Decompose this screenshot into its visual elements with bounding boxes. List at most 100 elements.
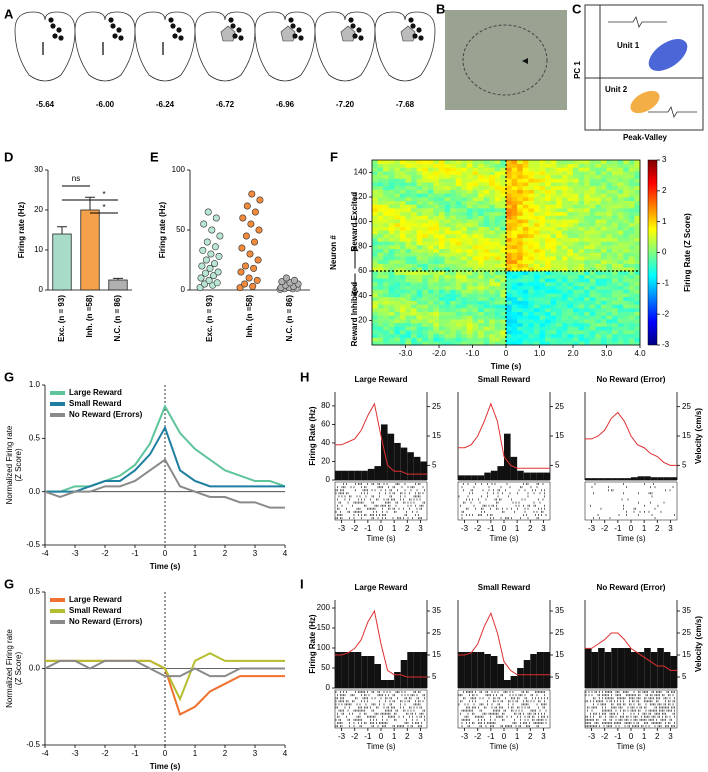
heatmap-cell	[517, 285, 524, 290]
x-tick-label: -3	[588, 524, 596, 533]
heatmap-cell	[628, 311, 635, 316]
heatmap-cell	[439, 308, 445, 312]
heatmap-cell	[550, 252, 557, 257]
heatmap-cell	[399, 189, 406, 194]
heatmap-cell	[623, 252, 630, 257]
x-tick-label: 2	[223, 749, 228, 758]
heatmap-cell	[517, 167, 524, 172]
heatmap-cell	[394, 289, 401, 294]
heatmap-cell	[455, 333, 462, 338]
heatmap-cell	[511, 282, 518, 287]
heatmap-cell	[517, 197, 524, 201]
heatmap-cell	[533, 319, 540, 324]
psth-bar	[523, 660, 531, 688]
heatmap-cell	[500, 219, 507, 224]
recording-site	[116, 27, 122, 33]
heatmap-cell	[466, 333, 473, 338]
heatmap-cell	[545, 293, 551, 298]
heatmap-cell	[545, 300, 551, 305]
heatmap-cell	[388, 197, 395, 201]
heatmap-cell	[377, 174, 384, 179]
heatmap-cell	[372, 304, 378, 309]
heatmap-cell	[455, 341, 462, 346]
heatmap-cell	[617, 259, 624, 264]
heatmap-cell	[567, 271, 574, 275]
heatmap-cell	[600, 234, 607, 238]
heatmap-cell	[433, 245, 440, 250]
heatmap-cell	[589, 252, 596, 257]
heatmap-cell	[517, 226, 524, 231]
heatmap-cell	[427, 189, 434, 194]
panel-label: G	[4, 369, 14, 384]
heatmap-cell	[472, 226, 479, 231]
heatmap-cell	[444, 215, 451, 220]
heatmap-cell	[612, 167, 618, 172]
heatmap-cell	[444, 182, 451, 187]
heatmap-cell	[427, 326, 434, 331]
heatmap-cell	[578, 189, 585, 194]
heatmap-cell	[550, 282, 557, 287]
heatmap-cell	[450, 237, 457, 242]
heatmap-cell	[483, 211, 490, 216]
heatmap-cell	[388, 167, 395, 172]
heatmap-cell	[422, 308, 429, 312]
heatmap-cell	[522, 278, 529, 283]
y-tick-label: -0.5	[26, 740, 40, 749]
x-tick-label: -1.0	[466, 349, 480, 358]
heatmap-cell	[511, 241, 518, 246]
heatmap-cell	[444, 200, 451, 205]
heatmap-cell	[450, 185, 457, 190]
heatmap-cell	[494, 204, 501, 209]
point	[290, 276, 298, 284]
heatmap-cell	[623, 326, 630, 331]
heatmap-cell	[416, 208, 423, 213]
heatmap-cell	[595, 293, 602, 298]
heatmap-cell	[494, 271, 501, 275]
heatmap-cell	[612, 215, 618, 220]
heatmap-cell	[617, 274, 624, 279]
heatmap-cell	[388, 222, 395, 227]
heatmap-cell	[617, 204, 624, 209]
heatmap-cell	[383, 319, 390, 324]
heatmap-cell	[433, 285, 440, 290]
heatmap-cell	[623, 193, 630, 198]
heatmap-cell	[522, 185, 529, 190]
heatmap-cell	[405, 245, 412, 250]
heatmap-cell	[383, 204, 390, 209]
psth-bar	[484, 472, 491, 480]
heatmap-cell	[439, 208, 445, 213]
heatmap-cell	[584, 333, 591, 338]
psth-bar	[530, 472, 537, 480]
heatmap-cell	[617, 230, 624, 235]
heatmap-cell	[617, 200, 624, 205]
heatmap-cell	[600, 337, 607, 342]
heatmap-cell	[511, 311, 518, 316]
heatmap-cell	[634, 263, 641, 268]
heatmap-cell	[394, 293, 401, 298]
heatmap-cell	[405, 337, 412, 342]
heatmap-cell	[394, 271, 401, 275]
heatmap-cell	[533, 204, 540, 209]
heatmap-cell	[511, 245, 518, 250]
heatmap-cell	[466, 226, 473, 231]
heatmap-cell	[416, 282, 423, 287]
heatmap-cell	[394, 178, 401, 183]
heatmap-cell	[466, 341, 473, 346]
heatmap-cell	[589, 219, 596, 224]
heatmap-cell	[478, 174, 484, 179]
heatmap-cell	[405, 271, 412, 275]
heatmap-cell	[567, 237, 574, 242]
heatmap-cell	[489, 267, 496, 272]
heatmap-cell	[528, 208, 535, 213]
y-tick-label: 0.0	[29, 664, 41, 673]
heatmap-cell	[623, 248, 630, 253]
heatmap-cell	[383, 219, 390, 224]
heatmap-cell	[461, 215, 468, 220]
heatmap-cell	[478, 333, 484, 338]
recording-site	[358, 35, 364, 41]
heatmap-cell	[556, 259, 563, 264]
heatmap-cell	[450, 259, 457, 264]
point	[201, 280, 209, 288]
heatmap-cell	[584, 300, 591, 305]
point	[251, 208, 259, 216]
